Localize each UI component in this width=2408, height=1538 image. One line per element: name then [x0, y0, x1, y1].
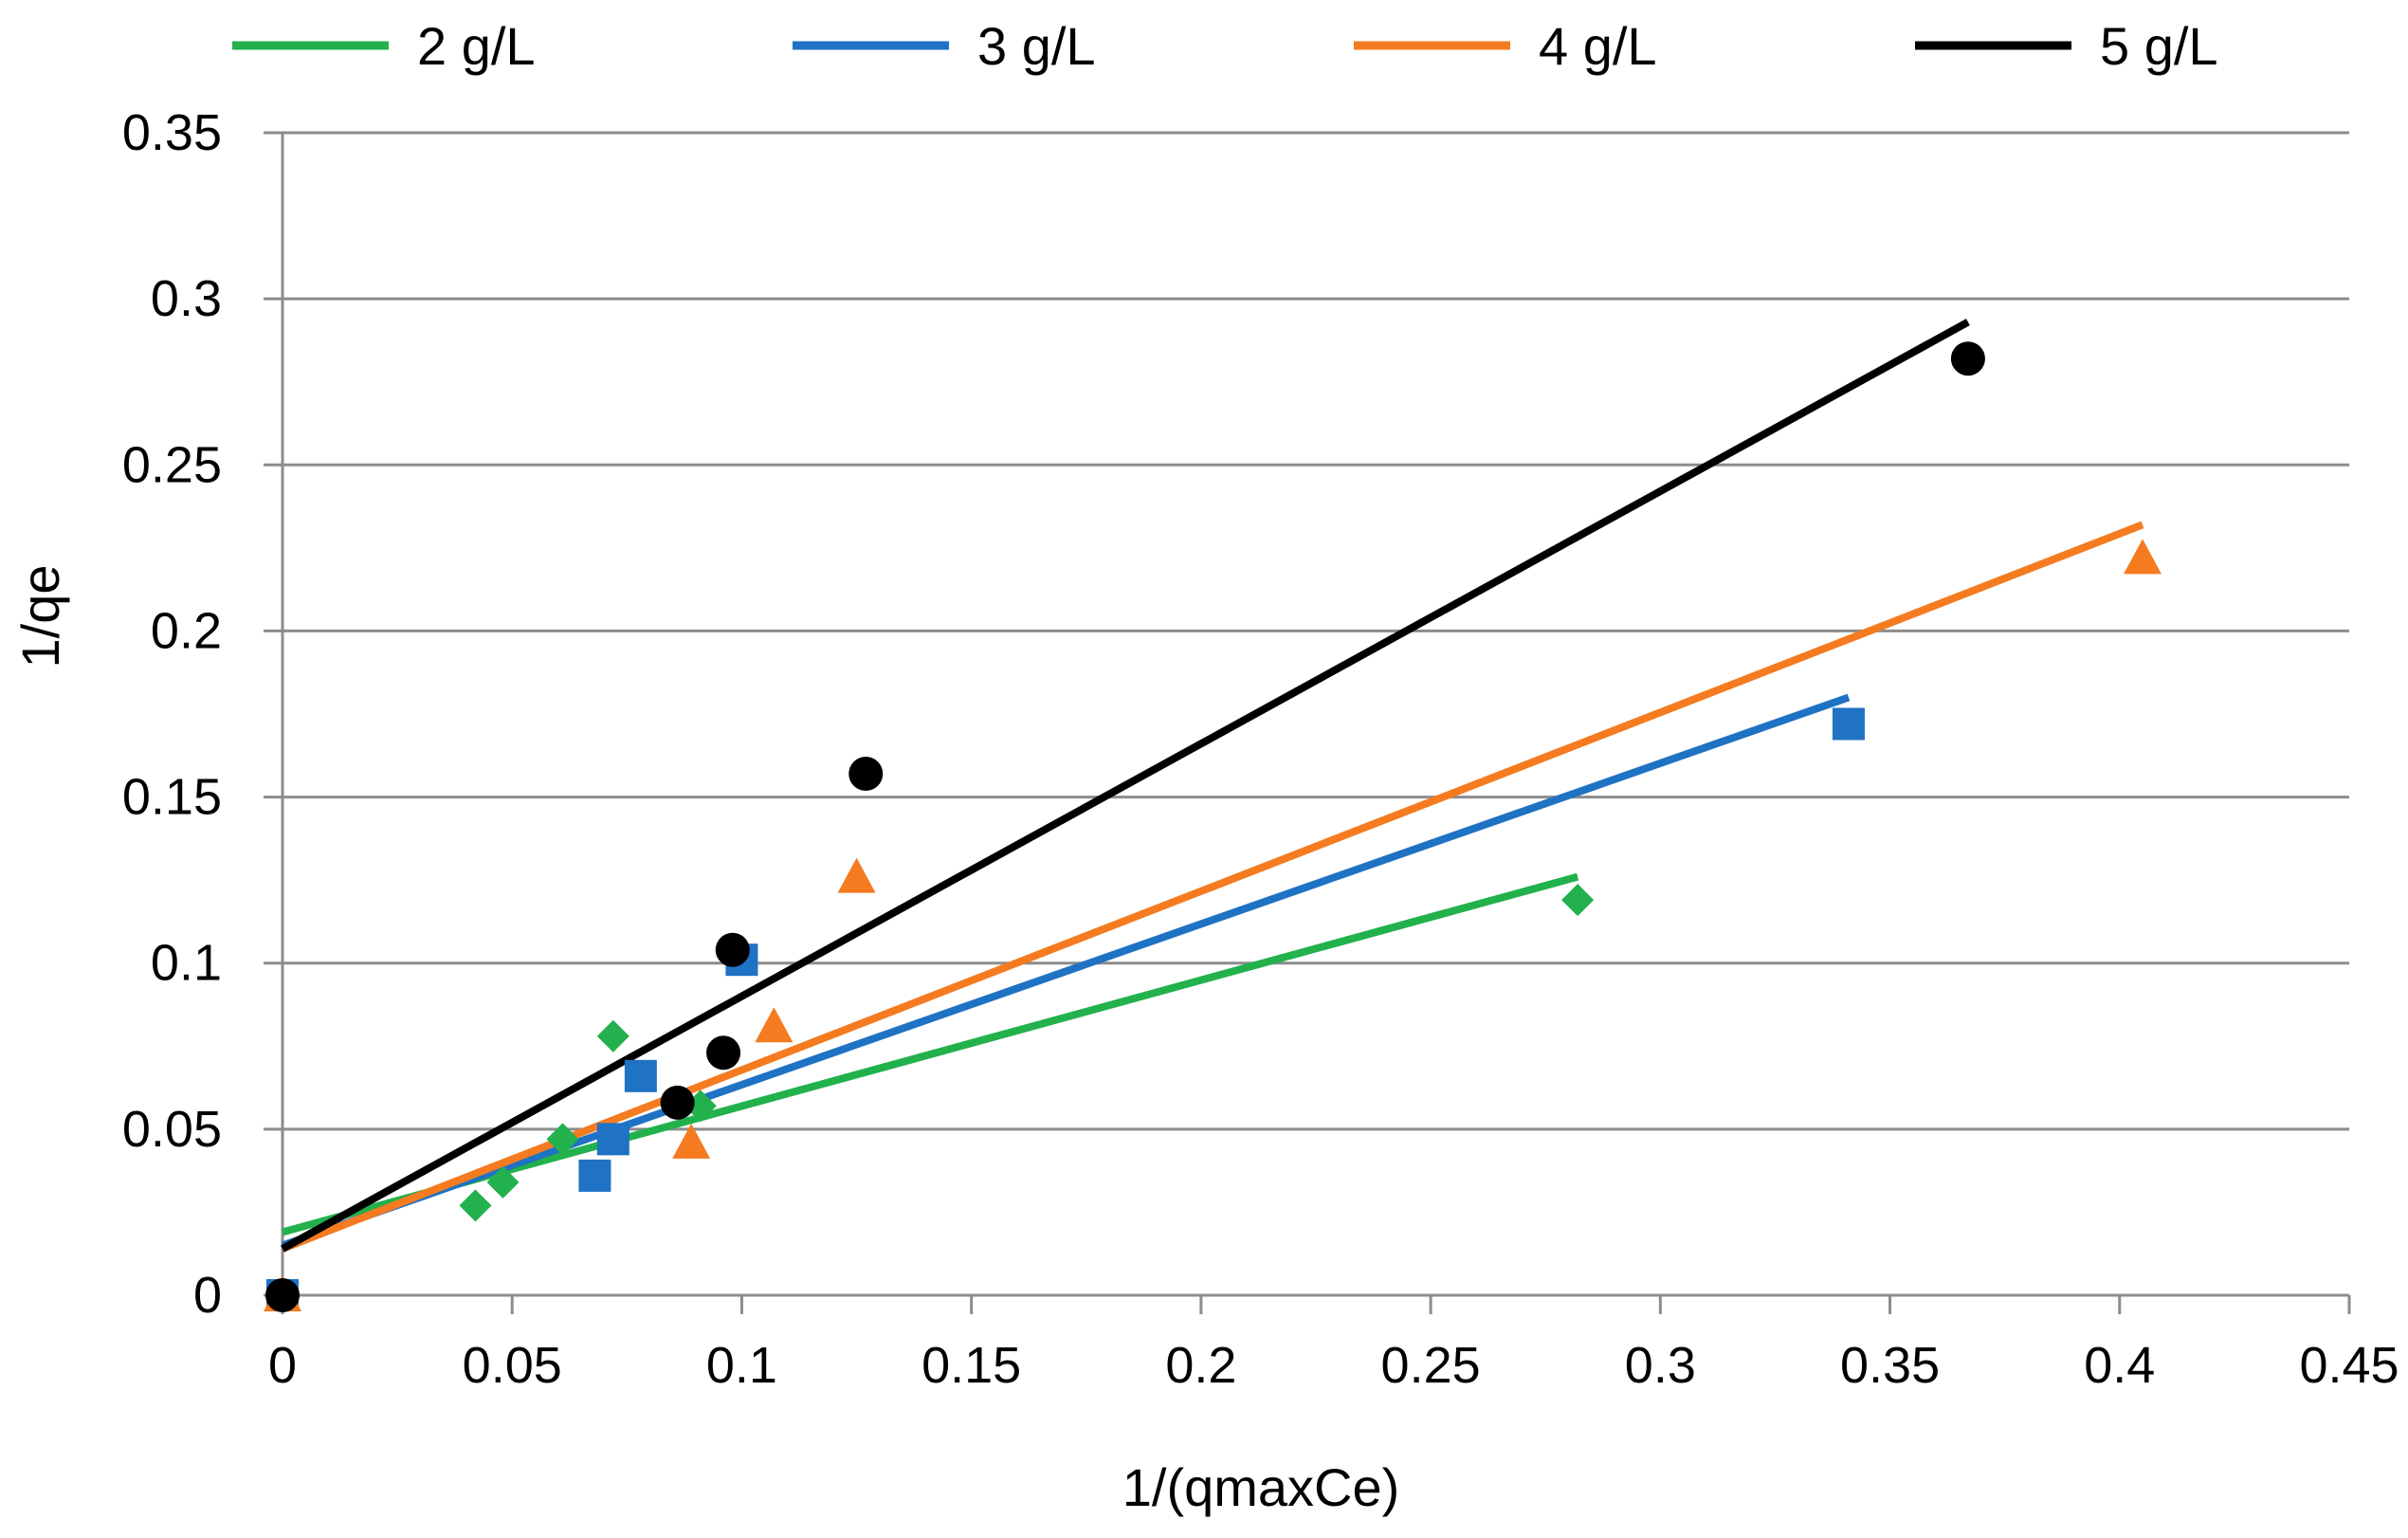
y-tick-label: 0.35 [122, 104, 222, 161]
tick-labels: 0 0.05 0.1 0.15 0.2 0.25 0.3 0.35 0 0.05 0.1 0.15 0.… [122, 104, 2399, 1394]
data-point [672, 1123, 711, 1159]
x-tick-label: 0.45 [2299, 1337, 2399, 1394]
data-point [755, 1007, 794, 1043]
data-point [706, 1035, 741, 1071]
y-tick-label: 0.3 [151, 270, 222, 327]
data-point [1832, 707, 1865, 741]
trendline [281, 521, 2144, 1253]
legend-label: 2 g/L [417, 16, 536, 76]
y-tick-label: 0.15 [122, 769, 222, 826]
data-point [486, 1165, 520, 1199]
trendline [281, 693, 1851, 1250]
fit-lines [281, 319, 2144, 1253]
y-tick-label: 0.1 [151, 935, 222, 992]
y-tick-label: 0.25 [122, 436, 222, 493]
x-tick-label: 0.25 [1381, 1337, 1481, 1394]
data-point [578, 1159, 611, 1192]
data-points [264, 341, 2162, 1312]
y-tick-label: 0.05 [122, 1101, 222, 1158]
legend: 2 g/L 3 g/L 4 g/L 5 g/L [232, 16, 2218, 76]
x-tick-label: 0.1 [706, 1337, 777, 1394]
y-tick-label: 0 [193, 1267, 222, 1324]
x-axis-title: 1/(qmaxCe) [1122, 1457, 1400, 1517]
x-tick-label: 0.35 [1840, 1337, 1940, 1394]
data-point [1561, 884, 1595, 917]
data-point [1950, 341, 1985, 376]
trendline [281, 319, 1970, 1253]
data-point [848, 757, 884, 792]
data-point [837, 857, 876, 893]
data-point [2124, 539, 2162, 575]
x-tick-label: 0.05 [463, 1337, 562, 1394]
data-point [715, 932, 750, 967]
data-point [660, 1085, 695, 1120]
data-point [265, 1278, 300, 1312]
data-point [459, 1189, 492, 1222]
x-tick-label: 0.3 [1625, 1337, 1696, 1394]
axes [264, 131, 2351, 1314]
data-point [596, 1123, 629, 1156]
data-point [546, 1123, 579, 1156]
y-axis-title: 1/qe [10, 565, 70, 668]
x-tick-label: 0 [268, 1337, 297, 1394]
x-tick-label: 0.15 [921, 1337, 1021, 1394]
data-point [624, 1059, 657, 1092]
y-tick-label: 0.2 [151, 602, 222, 659]
data-point [596, 1019, 629, 1053]
legend-label: 5 g/L [2100, 16, 2218, 76]
x-tick-label: 0.4 [2084, 1337, 2155, 1394]
grid [283, 131, 2349, 1131]
legend-label: 4 g/L [1539, 16, 1657, 76]
x-tick-label: 0.2 [1165, 1337, 1236, 1394]
legend-label: 3 g/L [977, 16, 1096, 76]
